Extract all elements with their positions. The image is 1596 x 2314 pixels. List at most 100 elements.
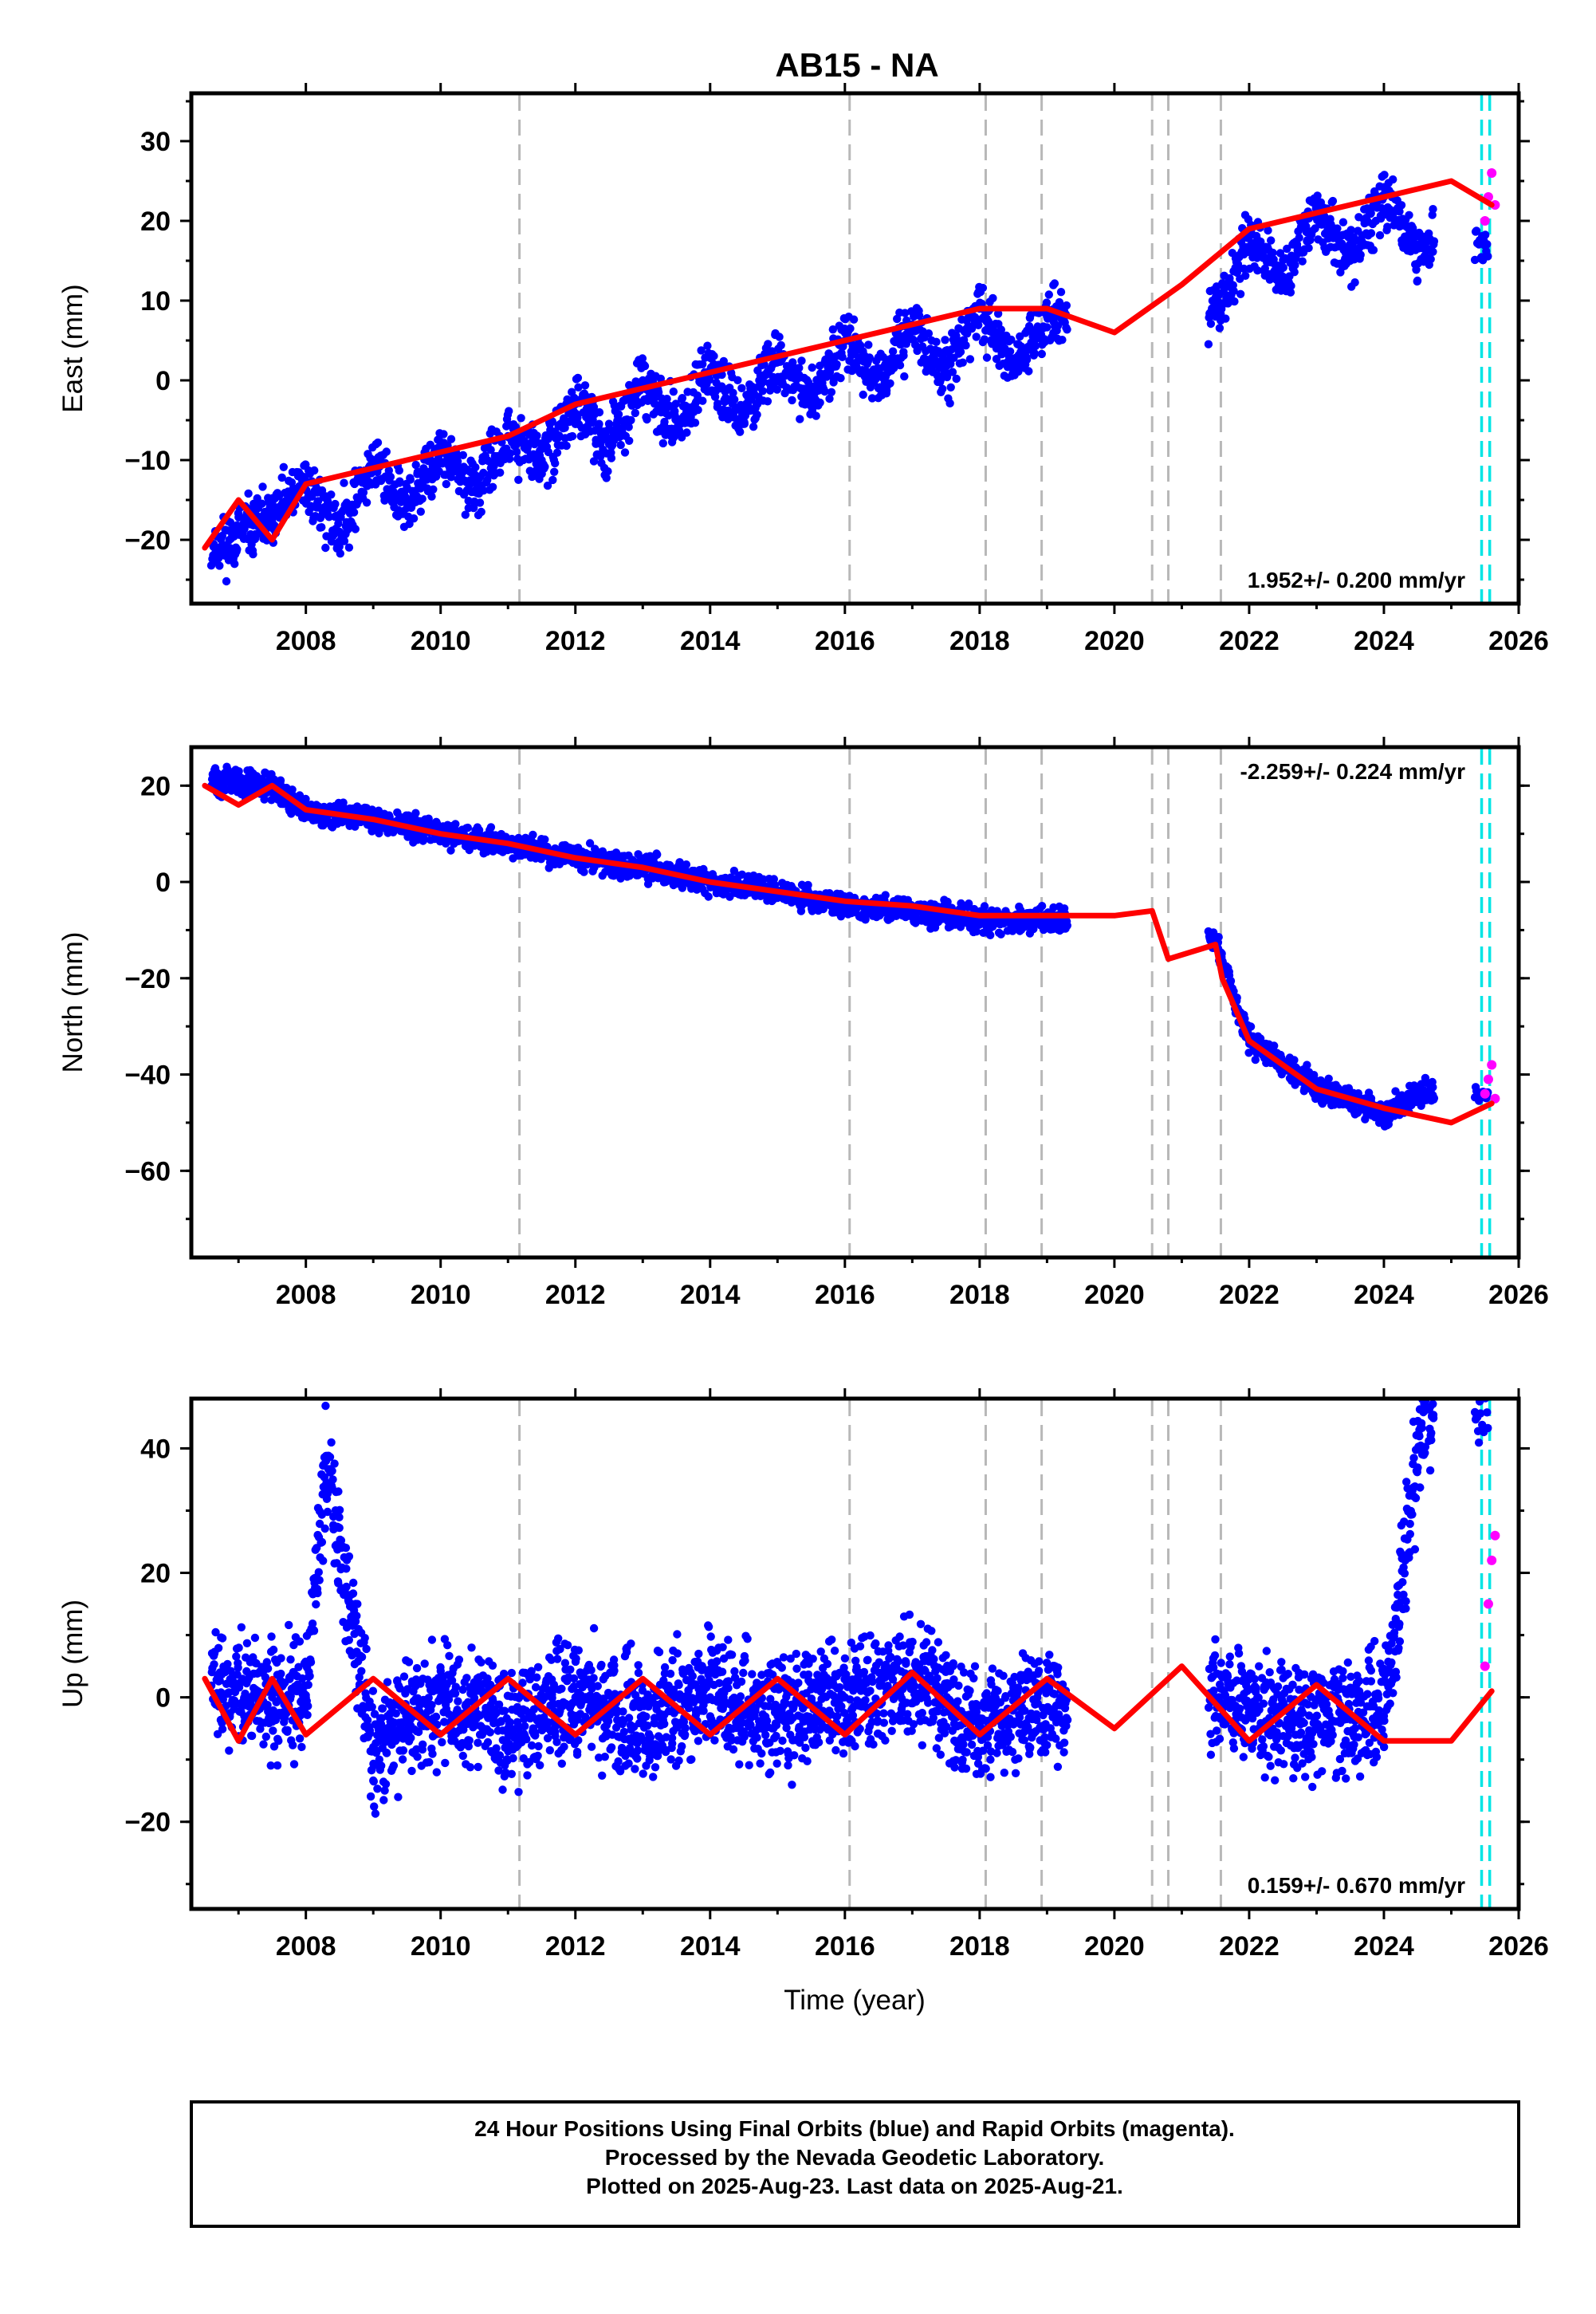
final-orbit-points-up [206, 1399, 1500, 1818]
final-orbit-point [941, 368, 950, 377]
final-orbit-point [807, 399, 816, 409]
final-orbit-point [773, 1711, 782, 1721]
final-orbit-point [639, 376, 647, 385]
x-tick-label: 2012 [545, 626, 606, 656]
final-orbit-point [571, 1693, 580, 1702]
rate-label-east: 1.952+/- 0.200 mm/yr [1248, 568, 1465, 592]
final-orbit-point [840, 328, 850, 337]
model-line-up [202, 1663, 1495, 1744]
x-tick-label: 2022 [1219, 1280, 1280, 1310]
final-orbit-point [1413, 1089, 1422, 1098]
y-tick-label: −20 [124, 964, 171, 994]
x-tick-label: 2014 [680, 1280, 741, 1310]
y-axis-label-north: North (mm) [57, 932, 88, 1073]
x-tick-label: 2016 [815, 1931, 875, 1962]
final-orbit-point [268, 511, 277, 521]
final-orbit-point [470, 487, 479, 497]
final-orbit-point [321, 1456, 331, 1466]
final-orbit-point [368, 455, 378, 465]
final-orbit-point [1244, 232, 1254, 242]
final-orbit-point [214, 1675, 223, 1683]
x-tick-label: 2008 [276, 1280, 336, 1310]
final-orbit-point [739, 407, 749, 417]
x-tick-label: 2024 [1354, 1280, 1414, 1310]
plot-frame-north [189, 745, 1521, 1260]
x-tick-label: 2022 [1219, 1931, 1280, 1962]
final-orbit-point [537, 455, 546, 465]
rapid-orbit-point [1490, 1530, 1500, 1541]
y-tick-label: 20 [140, 771, 171, 801]
panel-north: 2008 2010 2012 2014 2016 2018 2020 2022 2024 2026… [57, 737, 1549, 1310]
x-tick-label: 2008 [276, 1931, 336, 1962]
x-tick-label: 2020 [1084, 1931, 1145, 1962]
final-orbit-point [840, 1693, 850, 1702]
figure-title: AB15 - NA [775, 46, 938, 84]
final-orbit-point [1244, 1711, 1254, 1721]
final-orbit-point [504, 1724, 513, 1733]
final-orbit-point [874, 384, 883, 393]
x-tick-label: 2010 [411, 1280, 471, 1310]
final-orbit-point [214, 777, 223, 785]
y-tick-label: −10 [124, 446, 171, 476]
final-orbit-point [1043, 312, 1052, 321]
panel-east: 2008 2010 2012 2014 2016 2018 2020 2022 2024 2026… [57, 83, 1549, 656]
y-tick-label: 10 [140, 286, 171, 317]
x-tick-label: 2026 [1488, 626, 1549, 656]
model-line-north [202, 782, 1495, 1126]
y-tick-label: 0 [155, 1683, 171, 1714]
final-orbit-point [1346, 256, 1354, 266]
x-tick-label: 2010 [411, 1931, 471, 1962]
x-tick-label: 2016 [815, 1280, 875, 1310]
final-orbit-point [1420, 1407, 1429, 1415]
footer-box: 24 Hour Positions Using Final Orbits (bl… [190, 2100, 1520, 2228]
y-axis-label-up: Up (mm) [57, 1600, 88, 1708]
final-orbit-point [1413, 240, 1422, 250]
rate-label-north: -2.259+/- 0.224 mm/yr [1240, 759, 1465, 784]
x-axis-label: Time (year) [784, 1985, 926, 2016]
x-tick-label: 2014 [680, 1931, 741, 1962]
x-tick-label: 2014 [680, 626, 741, 656]
footer-line-3: Plotted on 2025-Aug-23. Last data on 202… [586, 2174, 1123, 2198]
final-orbit-point [268, 1693, 277, 1702]
x-tick-label: 2016 [815, 626, 875, 656]
y-tick-label: 30 [140, 127, 171, 157]
x-tick-label: 2024 [1354, 1931, 1414, 1962]
final-orbit-point [301, 1693, 310, 1702]
y-tick-label: 20 [140, 1559, 171, 1589]
y-tick-label: −60 [124, 1156, 171, 1187]
final-orbit-points-east [206, 168, 1500, 586]
y-tick-label: 40 [140, 1434, 171, 1464]
final-orbit-point [1379, 1711, 1389, 1721]
footer-line-1: 24 Hour Positions Using Final Orbits (bl… [474, 2116, 1235, 2141]
x-tick-label: 2022 [1219, 626, 1280, 656]
final-orbit-point [1043, 1706, 1052, 1714]
x-tick-label: 2010 [411, 626, 471, 656]
y-tick-label: −40 [124, 1061, 171, 1091]
x-tick-label: 2018 [949, 1280, 1010, 1310]
final-orbit-point [1211, 935, 1220, 944]
rapid-orbit-point [1483, 1074, 1493, 1084]
rapid-orbit-point [1487, 168, 1497, 178]
final-orbit-point [639, 1718, 647, 1727]
final-orbit-point [1312, 1711, 1321, 1721]
y-tick-label: 0 [155, 868, 171, 898]
final-orbit-point [436, 1693, 445, 1702]
y-tick-label: 0 [155, 366, 171, 396]
final-orbit-point [672, 423, 681, 433]
rapid-orbit-point [1483, 1599, 1493, 1609]
rapid-orbit-point [1487, 1060, 1497, 1070]
rapid-orbit-point [1487, 1555, 1497, 1565]
rapid-orbit-point [1480, 216, 1490, 226]
final-orbit-point [1008, 360, 1018, 369]
x-tick-label: 2012 [545, 1931, 606, 1962]
rapid-orbit-point [1480, 1661, 1490, 1671]
model-line-east [202, 178, 1495, 551]
plot-frame-up [189, 1396, 1521, 1911]
final-orbit-point [1278, 272, 1287, 281]
final-orbit-point [335, 527, 344, 537]
x-tick-label: 2012 [545, 1280, 606, 1310]
x-tick-label: 2026 [1488, 1931, 1549, 1962]
final-orbit-point [706, 1693, 714, 1702]
panels: 2008 2010 2012 2014 2016 2018 2020 2022 2024 2026… [57, 83, 1549, 2016]
